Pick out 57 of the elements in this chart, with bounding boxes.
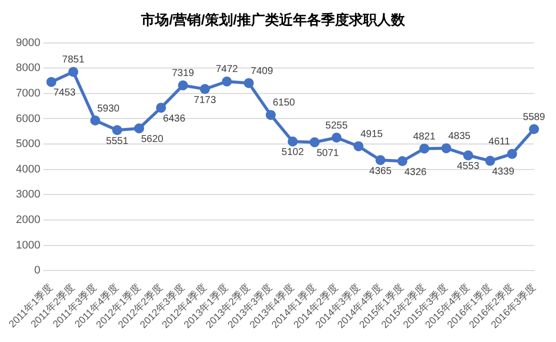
point <box>156 102 166 113</box>
point <box>134 123 144 134</box>
data-label: 5551 <box>106 136 129 147</box>
y-tick-label: 7000 <box>16 87 40 100</box>
y-tick-label: 3000 <box>16 188 40 201</box>
point <box>90 116 100 126</box>
point <box>68 66 78 77</box>
data-label: 5102 <box>282 147 304 158</box>
data-label: 4326 <box>404 166 428 178</box>
data-label: 5255 <box>325 120 348 132</box>
data-label: 4611 <box>488 136 510 148</box>
point <box>375 155 386 166</box>
y-tick-label: 6000 <box>16 112 40 125</box>
y-tick-label: 9000 <box>16 36 40 49</box>
y-tick-label: 8000 <box>16 62 40 74</box>
data-label: 7173 <box>194 94 216 106</box>
data-label: 6150 <box>272 98 296 109</box>
point <box>463 150 474 160</box>
data-label: 5589 <box>522 112 546 123</box>
data-label: 4365 <box>369 166 392 177</box>
chart-title: 市场/营销/策划/推广类近年各季度求职人数 <box>140 11 406 28</box>
data-label: 5620 <box>141 134 164 146</box>
point <box>112 125 122 136</box>
y-tick-label: 1000 <box>16 239 40 252</box>
data-label: 7472 <box>216 64 238 76</box>
point <box>397 156 408 166</box>
point <box>507 148 518 159</box>
point <box>46 76 56 87</box>
data-label: 7409 <box>250 66 274 77</box>
point <box>288 136 298 146</box>
y-tick-label: 5000 <box>16 138 40 150</box>
point <box>244 78 254 88</box>
point <box>178 80 188 90</box>
data-label: 6436 <box>163 113 186 124</box>
point <box>419 144 430 154</box>
point <box>353 141 364 152</box>
point <box>222 76 232 86</box>
y-tick-label: 0 <box>34 264 40 277</box>
point <box>529 124 539 134</box>
data-label: 4915 <box>360 128 384 140</box>
point <box>441 143 452 154</box>
point <box>332 132 342 143</box>
data-label: 5930 <box>97 103 120 114</box>
data-label: 7453 <box>53 88 76 99</box>
data-label: 4821 <box>413 131 436 142</box>
data-label: 7319 <box>172 68 195 80</box>
point <box>266 110 276 120</box>
data-label: 4835 <box>448 130 471 142</box>
point <box>200 84 210 94</box>
data-label: 4339 <box>492 166 515 178</box>
data-label: 7851 <box>62 54 85 66</box>
point <box>485 156 496 166</box>
point <box>310 137 320 148</box>
y-tick-label: 2000 <box>16 214 40 226</box>
data-label: 4553 <box>457 161 480 172</box>
y-tick-label: 4000 <box>16 163 40 176</box>
data-label: 5071 <box>316 148 340 160</box>
